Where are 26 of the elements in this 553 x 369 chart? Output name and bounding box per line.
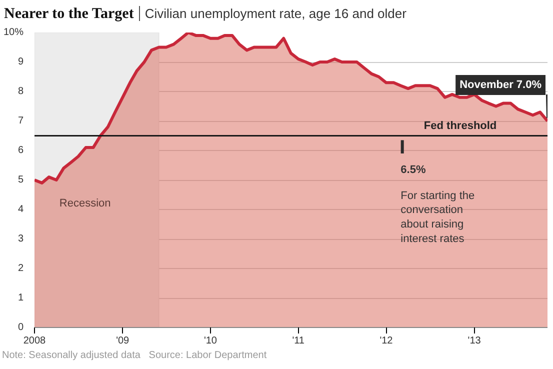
x-tick-label: 2008 [23, 336, 46, 346]
y-tick-label: 10% [3, 27, 24, 38]
y-tick-label: 8 [18, 86, 24, 97]
y-tick-label: 2 [18, 263, 24, 274]
annotation: November 7.0% [460, 79, 542, 91]
y-tick-label: 0 [18, 322, 24, 333]
y-tick-label: 3 [18, 234, 24, 244]
annotation: For starting the conversation about raising interest rates [400, 190, 475, 245]
x-tick-label: '13 [468, 336, 482, 346]
x-tick-label: '10 [204, 336, 218, 346]
band-label: Recession [59, 198, 111, 210]
x-tick-label: '12 [380, 336, 394, 346]
y-tick-label: 4 [18, 204, 24, 215]
chart-subtitle: Civilian unemployment rate, age 16 and older [138, 6, 406, 21]
y-tick-label: 1 [18, 292, 24, 304]
y-tick-label: 5 [18, 174, 24, 186]
chart-title: Nearer to the Target [4, 6, 134, 22]
y-tick-label: 6 [18, 145, 24, 156]
annotation: 6.5% [400, 164, 426, 176]
y-tick-label: 9 [18, 56, 24, 68]
x-tick-label: '11 [292, 336, 305, 346]
source-note: Source: Labor Department [148, 350, 267, 361]
ref-line-label: Fed threshold [424, 120, 497, 132]
text: Note: Seasonally adjusted data [2, 350, 140, 361]
y-tick-label: 7 [18, 116, 24, 126]
x-tick-label: '09 [116, 336, 130, 346]
